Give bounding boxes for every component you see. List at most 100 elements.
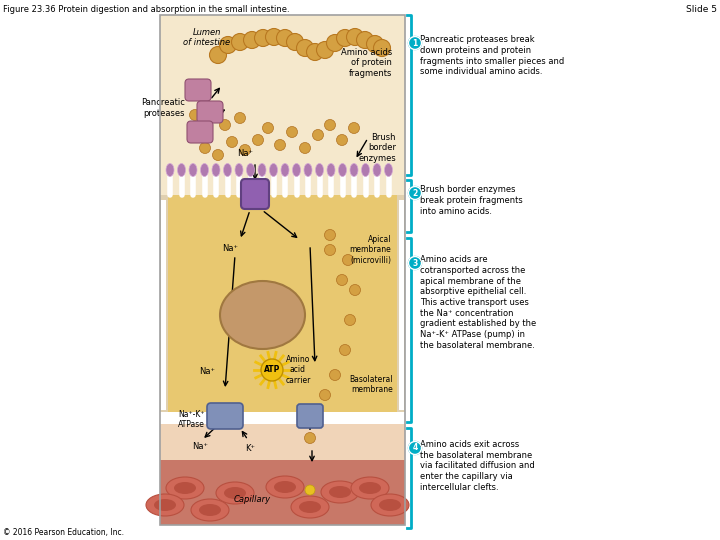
Ellipse shape (216, 482, 254, 504)
Circle shape (305, 433, 315, 443)
Circle shape (312, 130, 323, 140)
Ellipse shape (154, 499, 176, 511)
Circle shape (408, 186, 421, 199)
Bar (160, 195, 405, 415)
FancyBboxPatch shape (185, 79, 211, 101)
Text: Na⁺-K⁺
ATPase: Na⁺-K⁺ ATPase (178, 410, 205, 429)
Circle shape (366, 36, 384, 52)
Circle shape (408, 37, 421, 50)
Text: Lumen
of intestine: Lumen of intestine (184, 28, 230, 48)
Text: Amino acids exit across
the basolateral membrane
via facilitated diffusion and
e: Amino acids exit across the basolateral … (420, 440, 535, 492)
Circle shape (336, 274, 348, 286)
Circle shape (240, 145, 251, 156)
Circle shape (346, 29, 364, 45)
Text: Pancreatic
proteases: Pancreatic proteases (141, 98, 185, 118)
Ellipse shape (351, 477, 389, 499)
Circle shape (227, 137, 238, 147)
FancyBboxPatch shape (297, 404, 323, 428)
Ellipse shape (384, 164, 392, 177)
Ellipse shape (178, 164, 186, 177)
Text: Apical
membrane
(microvilli): Apical membrane (microvilli) (349, 235, 391, 265)
Circle shape (220, 119, 230, 131)
Bar (160, 15, 405, 195)
Text: 4: 4 (413, 443, 418, 453)
Ellipse shape (321, 481, 359, 503)
Circle shape (287, 126, 297, 138)
Text: © 2016 Pearson Education, Inc.: © 2016 Pearson Education, Inc. (3, 528, 124, 537)
Ellipse shape (359, 482, 381, 494)
Bar (160, 460, 405, 525)
Circle shape (212, 150, 223, 160)
Ellipse shape (361, 164, 369, 177)
FancyBboxPatch shape (241, 179, 269, 209)
Ellipse shape (304, 164, 312, 177)
Ellipse shape (281, 164, 289, 177)
Circle shape (325, 245, 336, 255)
Circle shape (349, 285, 361, 295)
Text: 1: 1 (413, 38, 418, 48)
Ellipse shape (166, 477, 204, 499)
Circle shape (232, 33, 248, 51)
Circle shape (199, 143, 210, 153)
Circle shape (374, 39, 390, 57)
Bar (160, 415, 405, 460)
Ellipse shape (191, 499, 229, 521)
Circle shape (340, 345, 351, 355)
Circle shape (300, 143, 310, 153)
Ellipse shape (371, 494, 409, 516)
Ellipse shape (258, 164, 266, 177)
FancyBboxPatch shape (187, 121, 213, 143)
Ellipse shape (379, 499, 401, 511)
Text: Na⁺: Na⁺ (192, 442, 208, 451)
Circle shape (325, 119, 336, 131)
Ellipse shape (199, 504, 221, 516)
Text: Capillary: Capillary (233, 496, 271, 504)
Text: Na⁺: Na⁺ (222, 244, 238, 253)
Circle shape (317, 42, 333, 58)
Text: Figure 23.36 Protein digestion and absorption in the small intestine.: Figure 23.36 Protein digestion and absor… (3, 5, 289, 14)
Circle shape (253, 134, 264, 145)
Text: Brush border enzymes
break protein fragments
into amino acids.: Brush border enzymes break protein fragm… (420, 185, 523, 215)
Circle shape (297, 39, 313, 57)
Ellipse shape (299, 501, 321, 513)
Ellipse shape (315, 164, 323, 177)
Text: Brush
border
enzymes: Brush border enzymes (359, 133, 396, 163)
Circle shape (326, 35, 343, 51)
Circle shape (274, 139, 286, 151)
Text: Na⁺: Na⁺ (199, 368, 215, 376)
Circle shape (343, 254, 354, 266)
Ellipse shape (223, 164, 232, 177)
Circle shape (266, 29, 282, 45)
Ellipse shape (327, 164, 335, 177)
Text: K⁺: K⁺ (245, 444, 255, 453)
FancyBboxPatch shape (207, 403, 243, 429)
Bar (160, 415, 405, 423)
Circle shape (263, 123, 274, 133)
Circle shape (243, 31, 261, 49)
Circle shape (220, 37, 236, 53)
Circle shape (336, 30, 354, 46)
Text: Amino acids are
cotransported across the
apical membrane of the
absorptive epith: Amino acids are cotransported across the… (420, 255, 536, 350)
Circle shape (344, 314, 356, 326)
Circle shape (210, 106, 220, 118)
Circle shape (336, 134, 348, 145)
Ellipse shape (200, 164, 209, 177)
Ellipse shape (189, 164, 197, 177)
Ellipse shape (274, 481, 296, 493)
Circle shape (408, 442, 421, 455)
Ellipse shape (329, 486, 351, 498)
Text: Na⁺: Na⁺ (237, 149, 253, 158)
Text: Amino acids
of protein
fragments: Amino acids of protein fragments (341, 48, 392, 78)
Ellipse shape (146, 494, 184, 516)
Circle shape (330, 369, 341, 381)
Circle shape (320, 389, 330, 401)
Circle shape (276, 30, 294, 46)
Text: 3: 3 (413, 259, 418, 267)
Ellipse shape (350, 164, 358, 177)
Bar (160, 15, 405, 525)
Circle shape (325, 230, 336, 240)
Circle shape (199, 123, 210, 133)
Bar (160, 195, 168, 415)
Circle shape (348, 123, 359, 133)
Bar (161, 200, 166, 410)
